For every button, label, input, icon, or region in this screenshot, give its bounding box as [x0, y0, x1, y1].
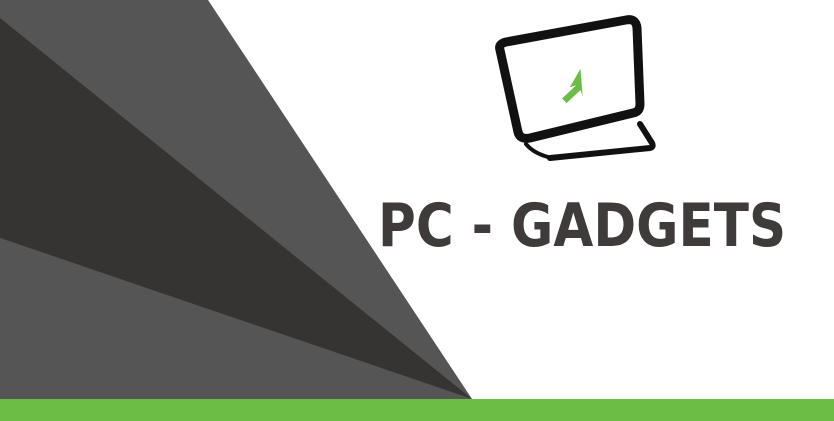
monitor-base-edge [524, 142, 554, 160]
wedge-bottom [0, 238, 472, 399]
monitor-cursor-icon [495, 15, 656, 161]
monitor-base [547, 121, 656, 161]
monitor-frame [495, 15, 645, 143]
footer-accent-bar [0, 399, 834, 421]
wedge-dark [0, 18, 472, 399]
brand-title: PC - GADGETS [378, 191, 787, 261]
cursor-arrow-icon [562, 68, 583, 104]
